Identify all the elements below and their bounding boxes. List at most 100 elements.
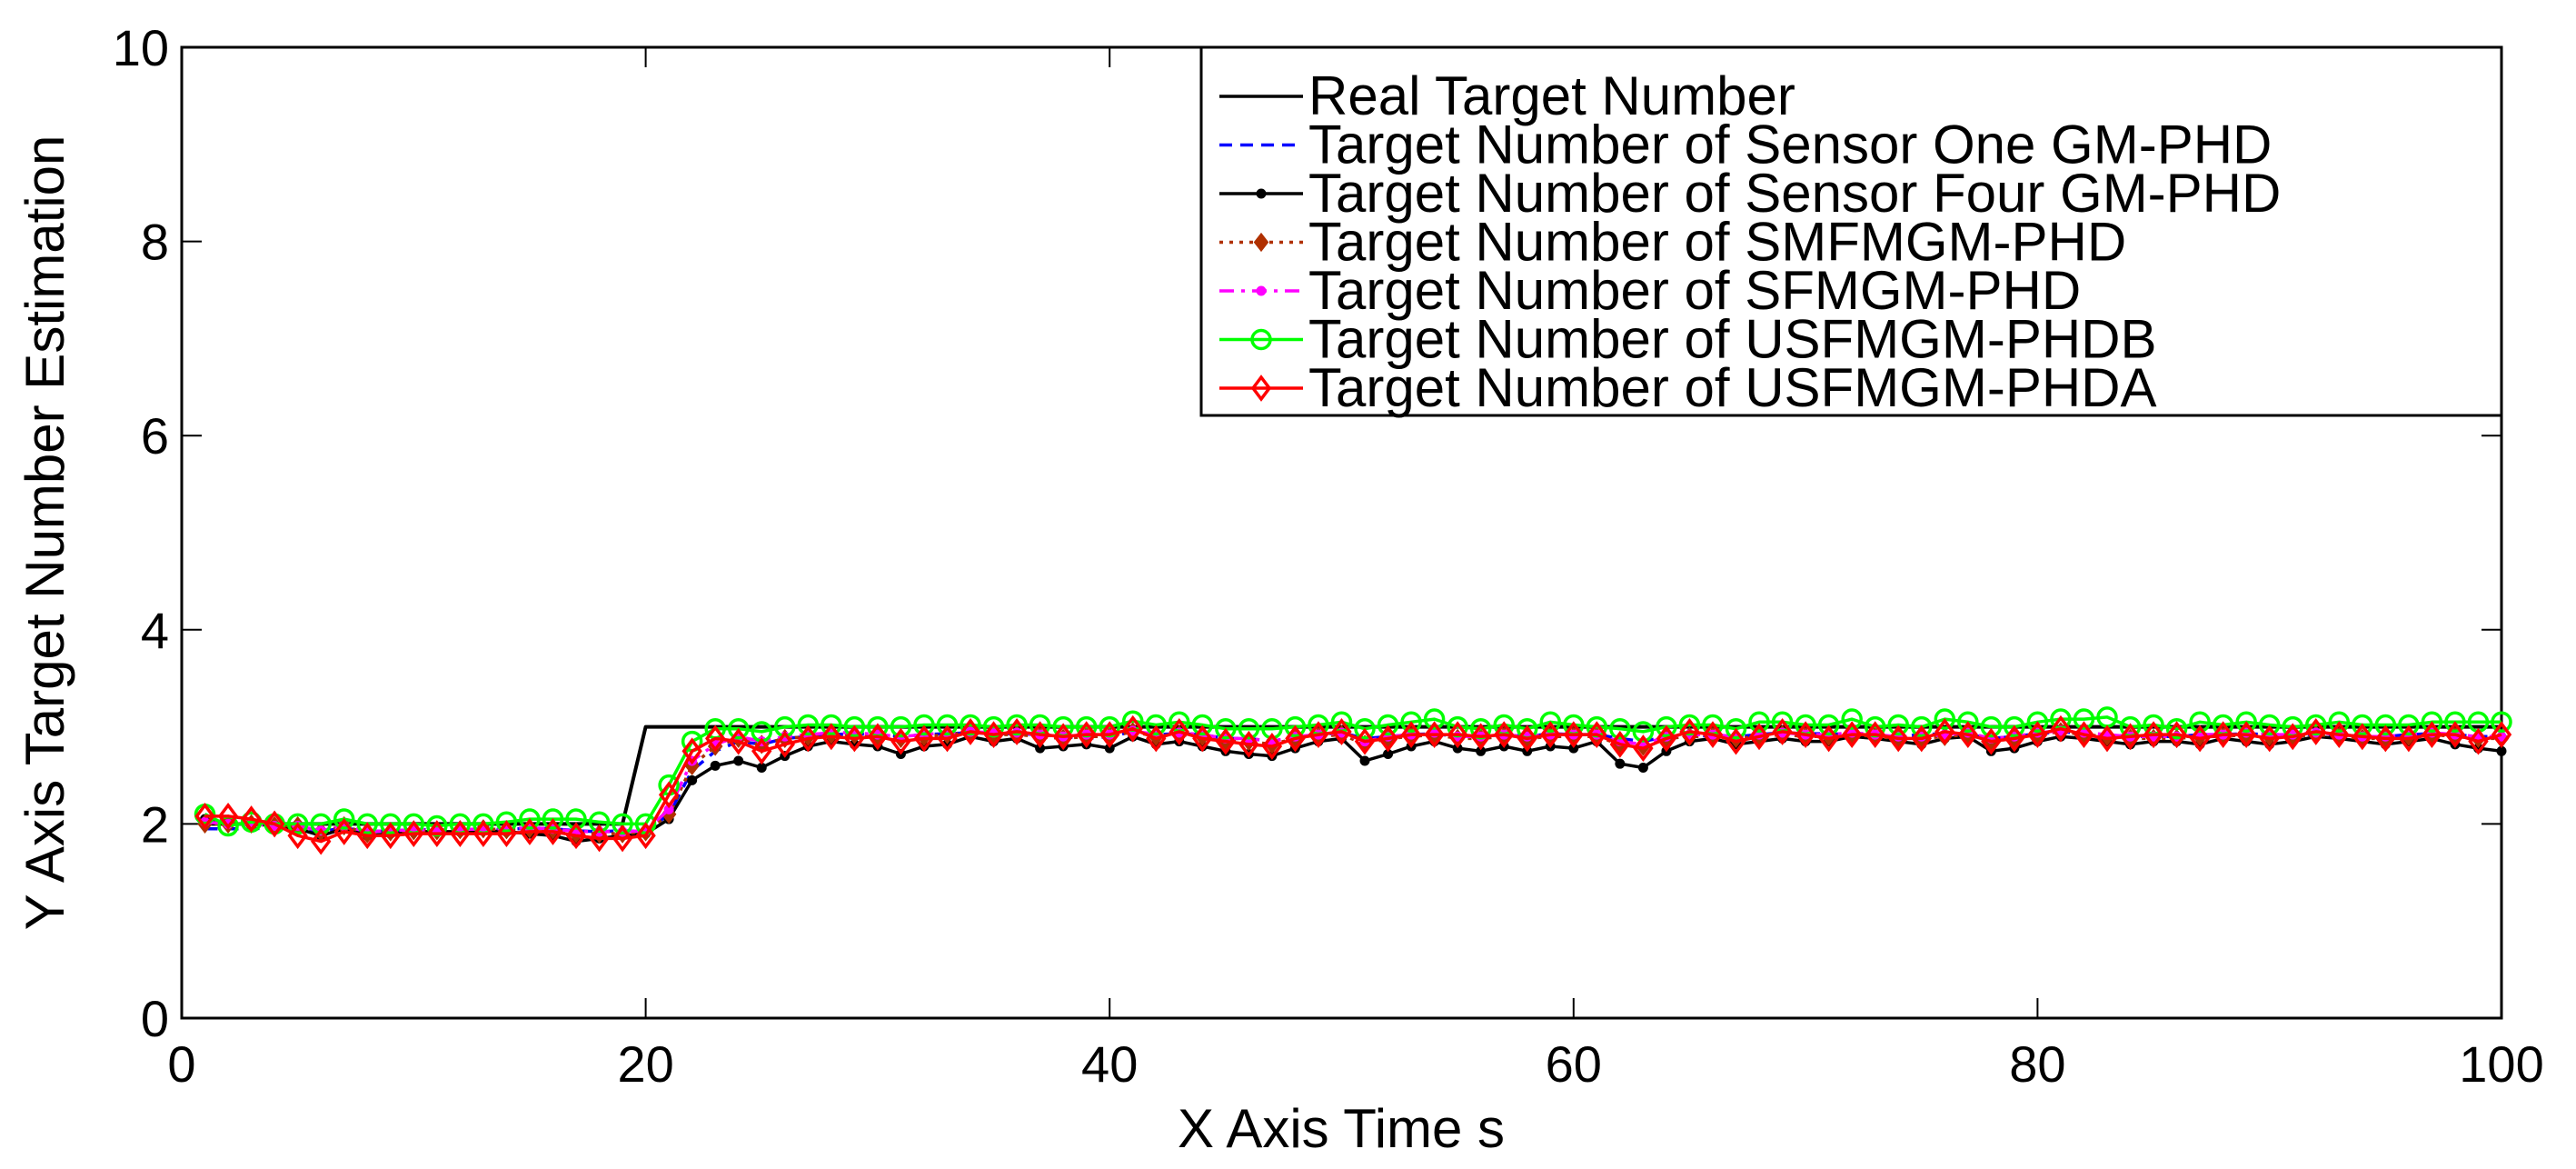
data-point (913, 724, 935, 753)
legend-box (1199, 45, 2503, 417)
data-point (2305, 714, 2327, 736)
data-point (960, 714, 981, 736)
data-point (1817, 714, 1840, 736)
legend-item: Target Number of Sensor Four GM-PHD (1219, 163, 2281, 224)
data-point (1656, 724, 1677, 753)
data-point (1934, 708, 1956, 730)
x-axis-label: X Axis Time s (1178, 1098, 1505, 1159)
y-tick-label: 2 (141, 795, 169, 853)
data-point (287, 822, 308, 850)
series-line (204, 715, 2501, 828)
data-point (1146, 724, 1167, 753)
series-line (204, 726, 2502, 844)
data-point (867, 723, 889, 751)
data-point (496, 820, 517, 847)
series-7 (194, 714, 2512, 855)
series-line (204, 734, 2502, 844)
data-point (1470, 723, 1491, 751)
legend-marker (1253, 232, 1269, 253)
data-point (1331, 718, 1352, 745)
data-point (2189, 711, 2211, 734)
data-point (356, 813, 378, 835)
data-point (403, 820, 424, 847)
data-point (658, 781, 680, 809)
y-tick-label: 8 (141, 214, 169, 271)
data-point (1006, 718, 1028, 745)
legend-item: Target Number of USFMGM-PHDA (1219, 357, 2157, 418)
legend-label: Target Number of USFMGM-PHDA (1308, 357, 2157, 418)
data-point (960, 718, 981, 745)
data-point (2398, 724, 2420, 753)
data-point (1029, 721, 1050, 749)
legend-label: Target Number of USFMGM-PHDB (1308, 309, 2157, 370)
data-point (1934, 718, 1955, 745)
data-point (264, 810, 285, 838)
data-point (1586, 721, 1607, 749)
data-point (1354, 727, 1376, 755)
y-tick-label: 0 (141, 990, 169, 1047)
data-point (705, 724, 726, 753)
data-point (1795, 721, 1816, 749)
data-point (565, 822, 587, 850)
data-point (1145, 714, 1168, 736)
data-point (1284, 715, 1307, 738)
series-line (204, 730, 2501, 835)
data-point (2096, 724, 2118, 753)
data-point (983, 721, 1004, 749)
data-point (2374, 714, 2397, 736)
data-point (2189, 724, 2211, 753)
data-point (1726, 727, 1746, 755)
data-point (1637, 762, 1648, 773)
data-point (2143, 721, 2164, 749)
data-point (1841, 721, 1863, 749)
y-tick-label: 10 (113, 19, 169, 76)
data-point (1981, 727, 2002, 755)
data-point (1400, 721, 1422, 749)
legend-label: Target Number of Sensor One GM-PHD (1308, 115, 2272, 175)
data-point (1656, 715, 1677, 738)
data-point (890, 727, 911, 755)
data-point (2120, 723, 2141, 751)
data-point (1609, 717, 1631, 740)
data-point (2328, 711, 2351, 734)
data-point (2375, 724, 2396, 753)
data-point (565, 808, 587, 830)
series-layer (194, 706, 2512, 855)
data-point (588, 811, 611, 834)
data-point (1377, 714, 1399, 736)
data-point (1215, 727, 1237, 755)
data-point (1911, 715, 1933, 738)
data-point (2444, 711, 2466, 734)
data-point (687, 774, 698, 785)
data-point (797, 714, 820, 736)
data-point (1006, 714, 1028, 736)
data-point (1238, 730, 1259, 758)
data-point (1424, 721, 1445, 749)
data-point (519, 818, 541, 845)
y-axis-label: Y Axis Target Number Estimation (15, 135, 75, 931)
data-point (426, 820, 448, 847)
data-point (1702, 721, 1724, 749)
data-point (1359, 755, 1370, 766)
data-point (1122, 714, 1143, 743)
data-point (1285, 724, 1306, 753)
data-point (1076, 721, 1097, 749)
data-point (2074, 721, 2094, 749)
data-point (1540, 721, 1561, 749)
legend-marker (1256, 188, 1267, 199)
data-point (194, 802, 215, 830)
data-point (1238, 717, 1260, 740)
data-point (1192, 724, 1213, 753)
data-point (495, 811, 518, 834)
x-tick-label: 0 (167, 1035, 195, 1093)
data-point (774, 730, 795, 758)
data-point (1957, 721, 1978, 749)
data-point (710, 760, 721, 771)
data-point (333, 818, 354, 845)
data-point (310, 827, 332, 855)
data-point (450, 820, 471, 847)
data-point (821, 714, 842, 736)
axis-ticks: 0 20 40 60 80 100 0 2 4 6 8 10 (113, 19, 2544, 1093)
